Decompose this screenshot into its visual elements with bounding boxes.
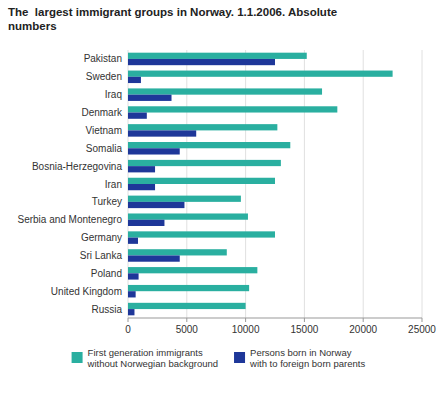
bar bbox=[128, 130, 196, 136]
legend-swatch bbox=[72, 352, 83, 363]
y-tick-label: Russia bbox=[91, 304, 122, 315]
y-tick-label: Sri Lanka bbox=[80, 250, 123, 261]
x-tick-label: 20000 bbox=[349, 324, 377, 335]
tick-mark bbox=[186, 318, 187, 322]
bar bbox=[128, 249, 227, 255]
bar bbox=[128, 71, 393, 77]
legend-line: without Norwegian background bbox=[87, 358, 218, 369]
bar bbox=[128, 88, 322, 94]
legend-line: Persons born in Norway bbox=[250, 347, 352, 358]
bar bbox=[128, 59, 275, 65]
y-tick-label: Poland bbox=[91, 268, 122, 279]
bar bbox=[128, 124, 277, 130]
grid-line bbox=[363, 50, 364, 318]
grid-line bbox=[422, 50, 423, 318]
y-tick-label: Serbia and Montenegro bbox=[17, 214, 122, 225]
tick-mark bbox=[304, 318, 305, 322]
y-tick-label: Pakistan bbox=[84, 53, 122, 64]
y-tick-label: Somalia bbox=[86, 143, 123, 154]
bar bbox=[128, 142, 290, 148]
legend-swatch bbox=[234, 352, 245, 363]
title-line: The largest immigrant groups in Norway. … bbox=[8, 6, 337, 18]
bar bbox=[128, 77, 141, 83]
bar bbox=[128, 53, 307, 59]
x-tick-label: 25000 bbox=[408, 324, 436, 335]
bar bbox=[128, 178, 275, 184]
legend-label: Persons born in Norwaywith to foreign bo… bbox=[249, 347, 365, 369]
y-tick-label: Bosnia-Herzegovina bbox=[32, 161, 122, 172]
y-tick-label: Denmark bbox=[81, 107, 123, 118]
legend-item: First generation immigrantswithout Norwe… bbox=[72, 347, 218, 369]
y-tick-label: Iraq bbox=[105, 89, 122, 100]
y-axis: Pakistan Sweden Iraq Denmark Vietnam Somalia B… bbox=[17, 53, 123, 314]
bar bbox=[128, 213, 248, 219]
y-tick-label: Germany bbox=[81, 232, 122, 243]
bar bbox=[128, 106, 337, 112]
title-line: numbers bbox=[8, 20, 57, 32]
title: The largest immigrant groups in Norway. … bbox=[8, 6, 337, 32]
bar bbox=[128, 231, 275, 237]
bar bbox=[128, 267, 257, 273]
bars bbox=[128, 53, 393, 316]
x-tick-label: 15000 bbox=[290, 324, 318, 335]
legend-line: First generation immigrants bbox=[88, 347, 203, 358]
bar bbox=[128, 273, 139, 279]
bar bbox=[128, 196, 241, 202]
legend: First generation immigrantswithout Norwe… bbox=[72, 347, 366, 369]
bar bbox=[128, 113, 147, 119]
x-axis-line bbox=[128, 318, 422, 319]
bar bbox=[128, 184, 155, 190]
x-tick-label: 10000 bbox=[232, 324, 260, 335]
tick-mark bbox=[422, 318, 423, 322]
y-tick-label: Vietnam bbox=[85, 125, 122, 136]
x-axis: 0 5000 10000 15000 20000 25000 bbox=[125, 318, 436, 335]
legend-line: with to foreign born parents bbox=[249, 358, 365, 369]
bar bbox=[128, 303, 246, 309]
y-tick-label: Turkey bbox=[92, 196, 122, 207]
tick-mark bbox=[128, 318, 129, 322]
bar bbox=[128, 202, 184, 208]
y-tick-label: Iran bbox=[105, 179, 122, 190]
bar bbox=[128, 95, 172, 101]
x-tick-label: 5000 bbox=[176, 324, 199, 335]
x-tick-label: 0 bbox=[125, 324, 131, 335]
bar bbox=[128, 255, 180, 261]
bar bbox=[128, 291, 136, 297]
bar bbox=[128, 220, 164, 226]
bar bbox=[128, 148, 180, 154]
bar bbox=[128, 285, 249, 291]
bar bbox=[128, 309, 134, 315]
legend-label: First generation immigrantswithout Norwe… bbox=[87, 347, 218, 369]
chart: The largest immigrant groups in Norway. … bbox=[0, 0, 437, 404]
y-tick-label: United Kingdom bbox=[51, 286, 122, 297]
legend-item: Persons born in Norwaywith to foreign bo… bbox=[234, 347, 365, 369]
bar bbox=[128, 166, 155, 172]
grid bbox=[128, 50, 422, 318]
bar bbox=[128, 160, 281, 166]
tick-mark bbox=[245, 318, 246, 322]
tick-mark bbox=[363, 318, 364, 322]
bar bbox=[128, 238, 138, 244]
y-tick-label: Sweden bbox=[86, 71, 122, 82]
